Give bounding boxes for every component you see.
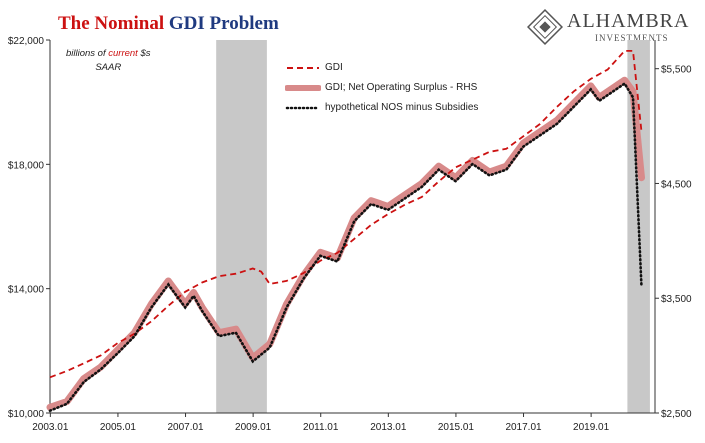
x-tick-label-0: 2003.01 xyxy=(32,422,69,433)
chart-title: The Nominal GDI Problem xyxy=(58,13,279,35)
series-line-2 xyxy=(48,81,643,412)
series-line-0 xyxy=(49,50,643,379)
units-note: billions of current $s SAAR xyxy=(66,47,151,75)
units-text-current: current xyxy=(108,48,138,59)
x-tick-label-6: 2015.01 xyxy=(438,422,475,433)
left-tick-label-2: $18,000 xyxy=(8,160,45,171)
x-tick-label-1: 2005.01 xyxy=(100,422,137,433)
units-text-3: $s xyxy=(140,48,151,59)
series-line-1 xyxy=(46,76,645,411)
title-part-2: GDI Problem xyxy=(168,13,279,34)
logo-subtitle: INVESTMENTS xyxy=(595,33,669,43)
left-tick-label-1: $14,000 xyxy=(8,285,45,296)
units-text-1: billions of xyxy=(66,48,106,59)
right-tick-label-0: $2,500 xyxy=(661,409,692,420)
legend-label-nos: GDI; Net Operating Surplus - RHS xyxy=(325,82,478,93)
x-tick-label-5: 2013.01 xyxy=(370,422,407,433)
x-tick-label-8: 2019.01 xyxy=(573,422,610,433)
alhambra-logo: ALHAMBRA INVESTMENTS xyxy=(526,7,702,47)
legend-swatch-thick xyxy=(285,85,321,91)
legend-swatch-dotted xyxy=(285,106,321,110)
right-tick-label-2: $4,500 xyxy=(661,179,692,190)
x-tick-label-4: 2011.01 xyxy=(303,422,339,433)
x-tick-label-3: 2009.01 xyxy=(235,422,272,433)
logo-name: ALHAMBRA xyxy=(567,10,690,32)
legend-label-hypothetical: hypothetical NOS minus Subsidies xyxy=(325,102,479,113)
right-tick-label-1: $3,500 xyxy=(661,294,692,305)
title-part-1: The Nominal xyxy=(58,13,165,34)
left-tick-label-3: $22,000 xyxy=(8,36,45,47)
units-text-saar: SAAR xyxy=(95,62,122,73)
legend-label-gdi: GDI xyxy=(325,62,343,73)
x-tick-label-2: 2007.01 xyxy=(167,422,204,433)
x-tick-label-7: 2017.01 xyxy=(505,422,542,433)
legend-swatch-dashed xyxy=(287,67,319,69)
left-tick-label-0: $10,000 xyxy=(8,409,45,420)
diamond-logo-icon xyxy=(526,8,564,46)
right-tick-label-3: $5,500 xyxy=(661,65,692,76)
